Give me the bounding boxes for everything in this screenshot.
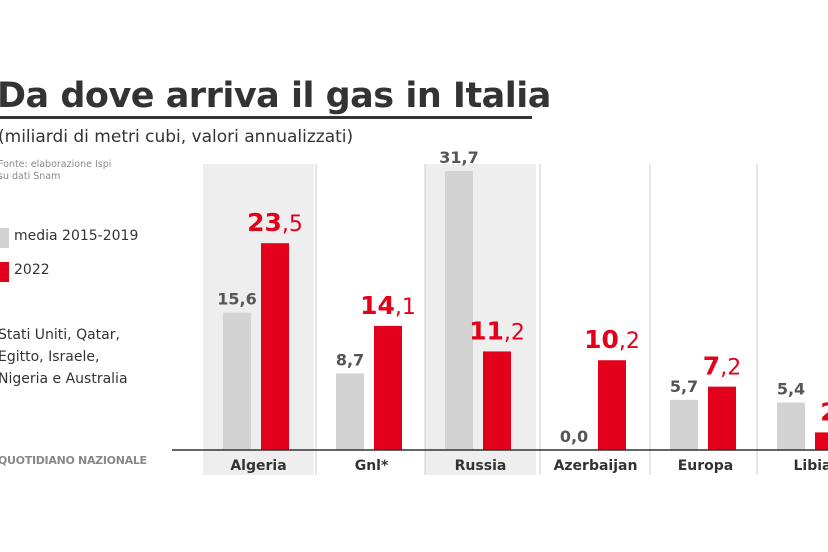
value-label-2022: 10,2 bbox=[584, 325, 640, 354]
source-note: Fonte: elaborazione Ispi su dati Snam bbox=[0, 159, 111, 183]
value-label-2022: 14,1 bbox=[360, 291, 416, 320]
bar-media-2015-2019 bbox=[445, 171, 473, 451]
category-label: Europa bbox=[678, 458, 734, 474]
bar-media-2015-2019 bbox=[670, 399, 698, 450]
category-band bbox=[425, 164, 536, 475]
bar-media-2015-2019 bbox=[223, 312, 251, 450]
title-underline bbox=[0, 116, 532, 119]
category-band bbox=[203, 164, 314, 475]
source-line: Fonte: elaborazione Ispi bbox=[0, 159, 112, 170]
legend-swatch-2022 bbox=[0, 262, 9, 282]
value-label-media: 31,7 bbox=[439, 148, 478, 167]
bar-2022 bbox=[483, 351, 511, 450]
category-label: Azerbaijan bbox=[554, 458, 638, 474]
bar-media-2015-2019 bbox=[336, 373, 364, 450]
value-label-2022: 2 bbox=[820, 397, 828, 426]
footnote-line: Nigeria e Australia bbox=[0, 371, 128, 387]
footnote-line: Egitto, Israele, bbox=[0, 349, 100, 365]
brand-credit: QUOTIDIANO NAZIONALE bbox=[0, 454, 147, 467]
legend-label-2022: 2022 bbox=[14, 262, 50, 278]
value-label-media: 0,0 bbox=[560, 427, 588, 446]
chart-subtitle: (miliardi di metri cubi, valori annualiz… bbox=[0, 127, 354, 147]
bar-2022 bbox=[815, 432, 828, 450]
bar-media-2015-2019 bbox=[777, 402, 805, 450]
category-label: Russia bbox=[455, 458, 507, 474]
footnote-line: Stati Uniti, Qatar, bbox=[0, 327, 120, 343]
legend-label-avg: media 2015-2019 bbox=[14, 228, 139, 244]
value-label-media: 5,4 bbox=[777, 379, 805, 398]
bar-2022 bbox=[598, 360, 626, 450]
bar-2022 bbox=[708, 386, 736, 450]
value-label-2022: 7,2 bbox=[703, 352, 741, 381]
gnl-footnote: Stati Uniti, Qatar, Egitto, Israele, Niger… bbox=[0, 324, 128, 390]
value-label-media: 15,6 bbox=[217, 290, 256, 309]
category-label: Gnl* bbox=[355, 458, 389, 474]
source-line: su dati Snam bbox=[0, 171, 61, 182]
bar-2022 bbox=[374, 325, 402, 450]
bar-2022 bbox=[261, 243, 289, 450]
value-label-2022: 11,2 bbox=[469, 316, 525, 345]
chart-title: Da dove arriva il gas in Italia bbox=[0, 76, 551, 116]
legend-swatch-avg bbox=[0, 228, 9, 248]
category-label: Libia bbox=[794, 458, 828, 474]
value-label-media: 8,7 bbox=[336, 350, 364, 369]
category-label: Algeria bbox=[230, 458, 286, 474]
value-label-media: 5,7 bbox=[670, 377, 698, 396]
value-label-2022: 23,5 bbox=[247, 208, 303, 237]
